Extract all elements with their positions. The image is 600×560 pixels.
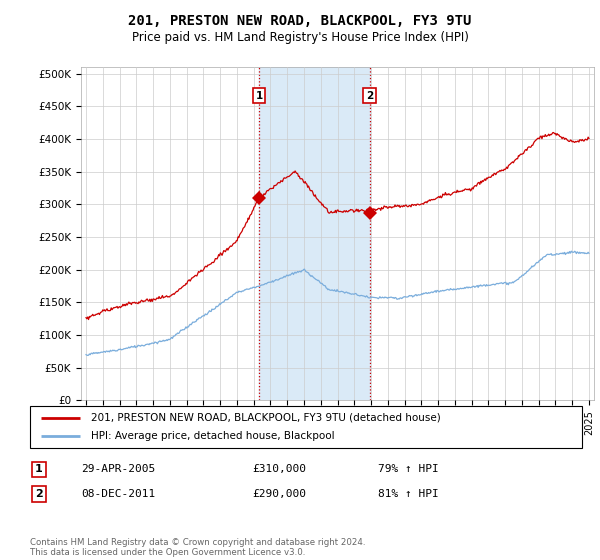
Text: £310,000: £310,000 bbox=[252, 464, 306, 474]
Text: 08-DEC-2011: 08-DEC-2011 bbox=[81, 489, 155, 499]
Text: 2: 2 bbox=[366, 91, 373, 101]
Bar bbox=[259, 67, 370, 400]
Text: 1: 1 bbox=[35, 464, 43, 474]
Text: 81% ↑ HPI: 81% ↑ HPI bbox=[378, 489, 439, 499]
Text: 1: 1 bbox=[256, 91, 263, 101]
FancyBboxPatch shape bbox=[30, 406, 582, 448]
Text: 2: 2 bbox=[35, 489, 43, 499]
Text: Contains HM Land Registry data © Crown copyright and database right 2024.
This d: Contains HM Land Registry data © Crown c… bbox=[30, 538, 365, 557]
Text: HPI: Average price, detached house, Blackpool: HPI: Average price, detached house, Blac… bbox=[91, 431, 334, 441]
Text: 79% ↑ HPI: 79% ↑ HPI bbox=[378, 464, 439, 474]
Text: 201, PRESTON NEW ROAD, BLACKPOOL, FY3 9TU (detached house): 201, PRESTON NEW ROAD, BLACKPOOL, FY3 9T… bbox=[91, 413, 440, 423]
Text: Price paid vs. HM Land Registry's House Price Index (HPI): Price paid vs. HM Land Registry's House … bbox=[131, 31, 469, 44]
Text: 201, PRESTON NEW ROAD, BLACKPOOL, FY3 9TU: 201, PRESTON NEW ROAD, BLACKPOOL, FY3 9T… bbox=[128, 14, 472, 28]
Text: 29-APR-2005: 29-APR-2005 bbox=[81, 464, 155, 474]
Text: £290,000: £290,000 bbox=[252, 489, 306, 499]
